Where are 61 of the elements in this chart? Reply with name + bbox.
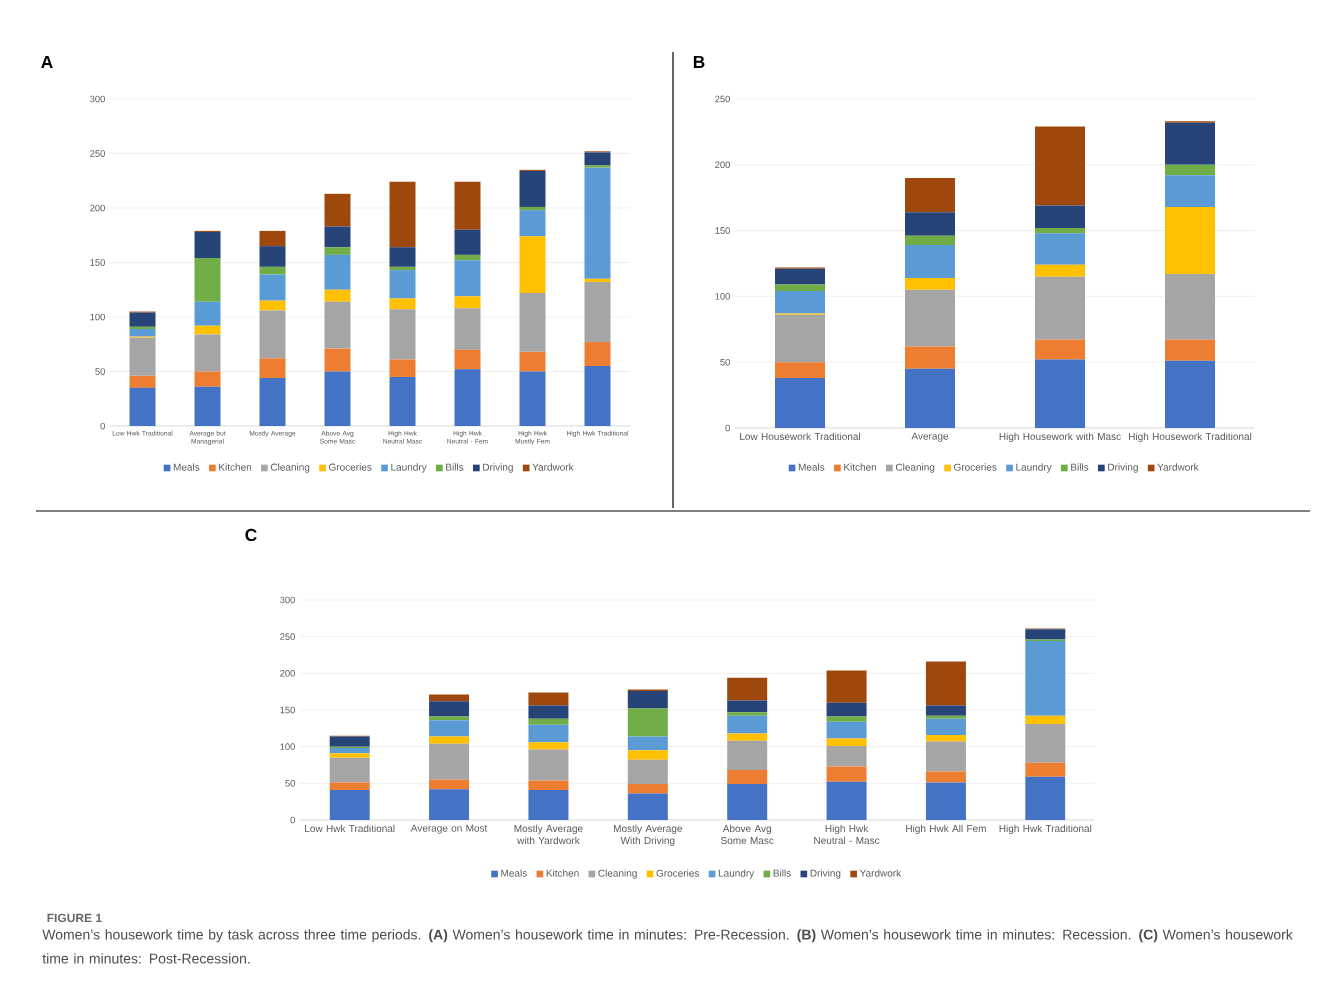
legend-label: Groceries	[656, 869, 700, 877]
y-tick-label: 100	[715, 293, 730, 300]
y-tick-label: 250	[280, 633, 295, 640]
y-tick-label: 0	[100, 422, 105, 430]
y-tick-label: 0	[725, 424, 730, 432]
legend-label: Laundry	[718, 869, 755, 879]
chart-title: A	[41, 56, 53, 68]
legend-label: Driving	[1108, 463, 1138, 473]
x-tick-label: Average	[911, 432, 949, 442]
y-tick-label: 200	[715, 161, 730, 169]
x-tick-label: Mostly Average With Driving	[613, 824, 683, 847]
legend-label: Cleaning	[270, 463, 310, 473]
y-tick-label: 150	[715, 227, 730, 234]
legend-label: Meals	[798, 463, 825, 471]
x-tick-label: Low Housework Traditional	[740, 432, 860, 441]
y-tick-label: 200	[280, 670, 295, 677]
y-tick-label: 200	[90, 204, 105, 212]
legend-label: Kitchen	[546, 869, 579, 877]
legend-label: Yardwork	[859, 869, 902, 877]
x-tick-label: High Hwk Neutral - Masc	[814, 824, 880, 845]
legend-label: Bills	[773, 869, 791, 877]
x-tick-label: High Housework with Masc	[999, 432, 1121, 443]
x-tick-label: High Housework Traditional	[1129, 432, 1252, 443]
legend-label: Yardwork	[532, 463, 574, 471]
y-tick-label: 50	[285, 780, 295, 787]
legend-label: Groceries	[954, 463, 997, 471]
x-tick-label: Above Avg Some Masc	[720, 824, 774, 845]
y-tick-label: 50	[95, 368, 105, 375]
chart-title: B	[693, 56, 705, 68]
chart-title: C	[245, 528, 257, 542]
legend-label: Laundry	[391, 463, 427, 473]
y-tick-label: 150	[90, 259, 105, 266]
y-tick-label: 300	[280, 596, 295, 604]
y-tick-label: 250	[90, 150, 105, 157]
x-tick-label: Mostly Average with Yardwork	[514, 824, 583, 845]
legend-label: Meals	[173, 463, 200, 471]
legend-label: Groceries	[329, 463, 372, 471]
legend-label: Meals	[501, 869, 527, 877]
y-tick-label: 50	[720, 358, 730, 366]
y-tick-label: 150	[280, 706, 295, 714]
caption: FIGURE 1	[47, 913, 102, 923]
y-tick-label: 100	[280, 743, 295, 750]
legend-label: Driving	[810, 869, 841, 879]
y-tick-label: 100	[90, 313, 105, 321]
legend-label: Laundry	[1016, 463, 1052, 473]
y-tick-label: 0	[290, 816, 295, 824]
legend-label: Kitchen	[844, 463, 877, 471]
legend-label: Kitchen	[219, 463, 252, 471]
legend-label: Bills	[446, 463, 464, 471]
x-tick-label: Average on Most	[410, 824, 488, 834]
y-tick-label: 300	[90, 95, 105, 103]
legend-label: Driving	[483, 463, 513, 473]
x-tick-label: High Hwk All Fem	[906, 824, 986, 835]
y-tick-label: 250	[715, 95, 730, 103]
x-tick-label: Low Hwk Traditional	[305, 824, 395, 833]
text: Women’s housework time by task across three time periods. (A) Women’s housework time in minutes: Pre-Recession. (B) Women’s housework time in minutes: Recession. (C) Women’s housework time in minutes: Post-Recession.	[42, 929, 1293, 964]
legend-label: Yardwork	[1157, 463, 1199, 471]
legend-label: Bills	[1071, 463, 1089, 471]
legend-label: Cleaning	[895, 463, 935, 473]
x-tick-label: High Hwk Traditional	[999, 824, 1092, 835]
legend-label: Cleaning	[598, 869, 637, 879]
